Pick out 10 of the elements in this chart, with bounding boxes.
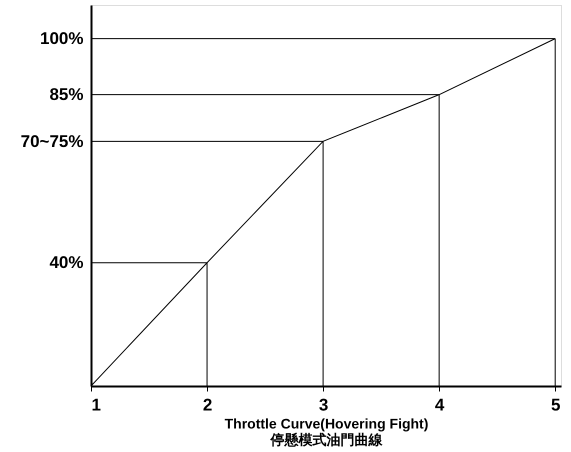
- x-tick-label: 3: [318, 396, 328, 414]
- x-tick-label: 4: [434, 396, 445, 414]
- x-tick-label: 1: [92, 396, 101, 414]
- y-tick-label: 100%: [40, 29, 84, 48]
- y-tick-label: 70~75%: [20, 132, 84, 151]
- x-tick-label: 2: [202, 396, 212, 414]
- x-tick-label: 5: [550, 396, 560, 414]
- y-tick-label: 85%: [49, 85, 84, 104]
- y-tick-label: 40%: [49, 253, 84, 272]
- x-axis-title: Throttle Curve(Hovering Fight) 停懸模式油門曲線: [224, 416, 428, 448]
